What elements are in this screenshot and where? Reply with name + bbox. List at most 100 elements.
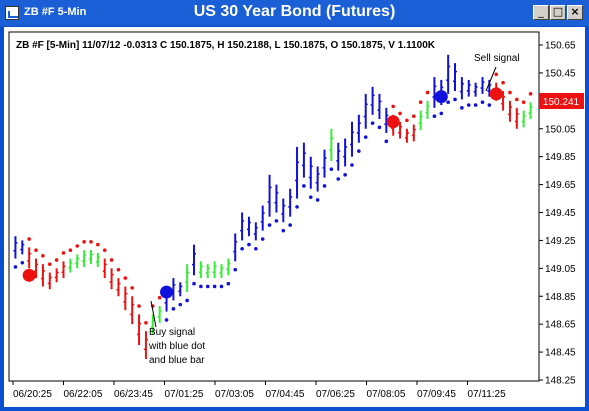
stop-dot-red <box>109 258 114 262</box>
y-tick-label: 148.25 <box>545 376 576 387</box>
stop-dot-blue <box>178 302 183 307</box>
stop-dot-red <box>41 253 45 258</box>
y-tick-label: 150.65 <box>545 41 576 52</box>
stop-dot-red <box>157 295 162 300</box>
stop-dot-blue <box>171 307 176 311</box>
stop-dot-blue <box>308 195 313 199</box>
x-tick-label: 07/06:25 <box>316 389 355 400</box>
stop-dot-red <box>96 242 100 247</box>
current-price-tag <box>539 93 584 109</box>
stop-dot-blue <box>254 246 258 251</box>
stop-dot-blue <box>226 281 231 286</box>
y-tick-label: 149.45 <box>545 208 576 219</box>
buy-annotation-arrow <box>150 300 157 328</box>
stop-dot-blue <box>439 111 444 116</box>
sell-signal-dot <box>489 87 503 101</box>
y-tick-label: 150.05 <box>545 124 576 135</box>
stop-dot-blue <box>480 100 485 105</box>
stop-dot-red <box>34 248 38 252</box>
stop-dot-blue <box>446 100 450 105</box>
stop-dot-red <box>528 92 533 96</box>
stop-dot-red <box>47 262 52 266</box>
stop-dot-blue <box>164 318 169 322</box>
x-tick-label: 07/01:25 <box>165 389 204 400</box>
stop-dot-red <box>137 304 141 308</box>
buy-annotation-line-3: and blue bar <box>149 355 205 366</box>
y-tick-label: 148.65 <box>545 320 576 331</box>
stop-dot-blue <box>460 106 464 110</box>
stop-dot-blue <box>466 103 471 107</box>
chart-header-text: ZB #F [5-Min] 11/07/12 -0.0313 C 150.187… <box>16 40 436 51</box>
stop-dot-red <box>144 320 148 325</box>
y-tick-label: 150.45 <box>545 68 576 79</box>
x-tick-label: 06/23:45 <box>114 389 153 400</box>
stop-dot-blue <box>453 97 457 102</box>
stop-dot-red <box>130 286 134 290</box>
stop-dot-red <box>494 72 499 77</box>
stop-dot-blue <box>205 284 210 289</box>
y-tick-label: 148.45 <box>545 348 576 359</box>
stop-dot-blue <box>295 205 299 209</box>
stop-dot-blue <box>329 167 334 172</box>
stop-dot-red <box>102 248 107 252</box>
stop-dot-red <box>515 97 519 102</box>
sell-annotation: Sell signal <box>474 53 520 64</box>
stop-dot-red <box>521 100 526 105</box>
sell-annotation-arrow <box>485 66 497 92</box>
buy-signal-dot <box>160 285 174 299</box>
stop-dot-blue <box>288 223 292 227</box>
current-price-label: 150.241 <box>543 97 580 108</box>
buy-annotation-line-2: with blue dot <box>148 341 205 352</box>
x-tick-label: 06/20:25 <box>13 389 52 400</box>
stop-dot-red <box>82 240 86 244</box>
price-chart[interactable]: ZB #F [5-Min] 11/07/12 -0.0313 C 150.187… <box>4 27 585 407</box>
stop-dot-blue <box>377 125 382 130</box>
chart-app-icon <box>5 6 19 20</box>
stop-dot-blue <box>247 242 251 247</box>
stop-dot-blue <box>212 284 217 289</box>
title-bar[interactable]: ZB #F 5-Min US 30 Year Bond (Futures) _ … <box>0 0 589 26</box>
stop-dot-blue <box>384 139 389 144</box>
close-button[interactable]: × <box>567 5 583 20</box>
stop-dot-red <box>508 90 512 95</box>
stop-dot-blue <box>487 103 492 107</box>
stop-dot-red <box>75 244 80 248</box>
x-tick-label: 07/09:45 <box>417 389 456 400</box>
stop-dot-blue <box>432 114 437 118</box>
stop-dot-red <box>116 267 121 272</box>
maximize-button[interactable]: □ <box>550 5 566 20</box>
stop-dot-blue <box>370 121 375 125</box>
y-tick-label: 149.65 <box>545 180 576 191</box>
stop-dot-blue <box>357 149 361 153</box>
stop-dot-blue <box>13 265 18 269</box>
y-tick-label: 149.25 <box>545 236 576 247</box>
stop-dot-blue <box>192 281 196 286</box>
chart-frame: ZB #F [5-Min] 11/07/12 -0.0313 C 150.187… <box>4 27 585 407</box>
stop-dot-red <box>405 118 409 123</box>
stop-dot-blue <box>350 163 354 167</box>
stop-dot-red <box>68 248 73 252</box>
stop-dot-red <box>425 90 430 95</box>
stop-dot-blue <box>260 237 265 241</box>
minimize-button[interactable]: _ <box>533 5 549 20</box>
y-tick-label: 149.85 <box>545 152 576 163</box>
x-tick-label: 07/08:05 <box>367 389 406 400</box>
x-tick-label: 07/03:05 <box>215 389 254 400</box>
stop-dot-red <box>398 111 402 116</box>
stop-dot-red <box>27 237 31 241</box>
stop-dot-red <box>123 276 128 280</box>
stop-dot-red <box>418 100 423 105</box>
stop-dot-red <box>61 251 66 255</box>
stop-dot-red <box>54 258 59 262</box>
stop-dot-blue <box>315 198 320 202</box>
buy-annotation-line-1: Buy signal <box>149 327 195 338</box>
stop-dot-blue <box>473 103 478 107</box>
x-tick-label: 06/22:05 <box>64 389 103 400</box>
chart-title: US 30 Year Bond (Futures) <box>193 3 396 20</box>
sell-signal-dot <box>22 268 36 282</box>
plot-area <box>8 31 540 382</box>
stop-dot-blue <box>274 219 279 223</box>
stop-dot-red <box>501 80 505 85</box>
stop-dot-blue <box>267 223 272 227</box>
